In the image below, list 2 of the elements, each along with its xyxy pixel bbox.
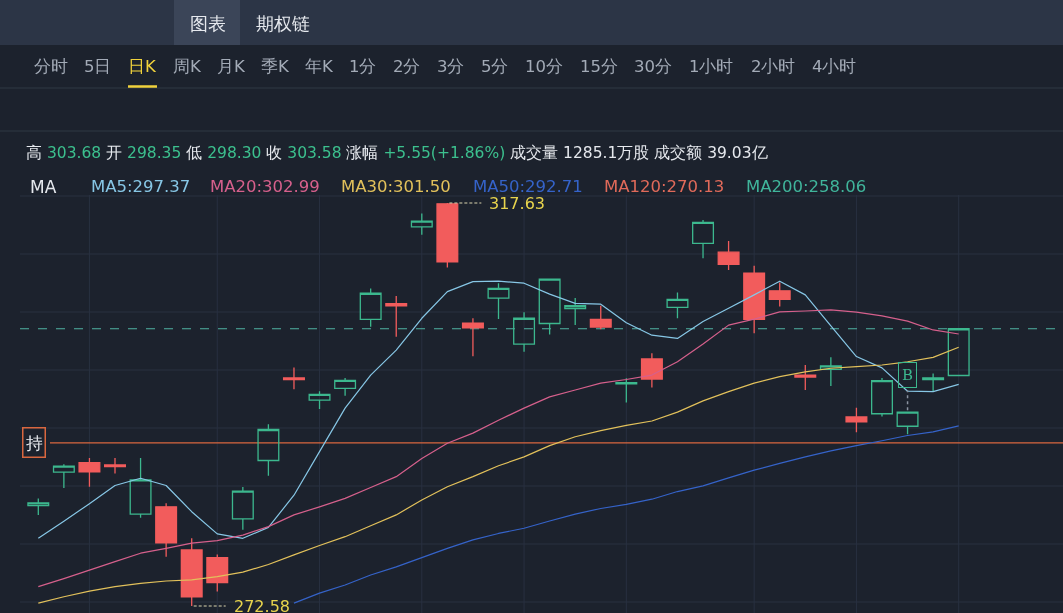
candlestick [922,372,945,393]
candlestick [947,327,970,377]
